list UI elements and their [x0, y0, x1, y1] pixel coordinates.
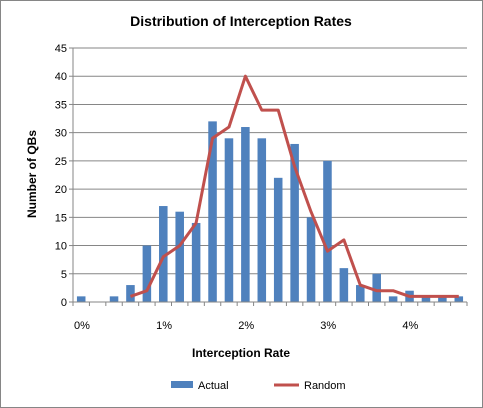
y-tick-label: 45	[55, 43, 67, 55]
bar-actual	[257, 138, 267, 302]
x-axis-title: Interception Rate	[192, 346, 290, 360]
bar-actual	[175, 211, 184, 302]
y-tick-labels: 0 5 10 15 20 25 30 35 40 45	[55, 43, 67, 309]
x-tick-label: 2%	[238, 320, 254, 332]
legend-swatch-actual	[171, 381, 193, 388]
legend-label-random: Random	[304, 380, 346, 392]
bar-actual	[290, 143, 299, 302]
bar-actual	[372, 273, 381, 302]
axes	[69, 47, 468, 306]
bar-actual	[306, 217, 316, 302]
bar-actual	[356, 285, 365, 302]
bar-actual	[339, 268, 349, 302]
legend: Actual Random	[171, 380, 346, 392]
random-line	[130, 74, 459, 298]
line-random	[130, 74, 459, 298]
bar-actual	[421, 296, 431, 302]
bar-actual	[438, 296, 447, 302]
bar-actual	[76, 296, 86, 302]
bar-actual	[388, 296, 398, 302]
actual-bars	[76, 121, 464, 303]
y-tick-label: 10	[55, 241, 67, 253]
x-tick-labels: 0%1%2%3%4%5%	[74, 320, 418, 332]
y-tick-label: 15	[55, 212, 67, 224]
y-tick-label: 30	[55, 128, 67, 140]
x-tick-label: 4%	[402, 320, 418, 332]
bar-actual	[323, 160, 332, 302]
y-tick-label: 5	[61, 269, 67, 281]
chart-title: Distribution of Interception Rates	[130, 13, 352, 29]
y-tick-label: 35	[55, 99, 67, 111]
bar-actual	[241, 127, 250, 303]
y-tick-label: 0	[61, 297, 67, 309]
legend-label-actual: Actual	[198, 380, 229, 392]
bar-actual	[224, 138, 234, 302]
bar-actual	[109, 296, 119, 302]
bar-actual	[159, 206, 168, 302]
x-tick-label: 1%	[156, 320, 172, 332]
x-tick-label: 0%	[74, 320, 90, 332]
bar-actual	[208, 121, 217, 302]
gridlines	[73, 47, 467, 275]
bar-actual	[142, 245, 152, 302]
bar-actual	[126, 285, 135, 302]
y-tick-label: 20	[55, 184, 67, 196]
bar-actual	[273, 177, 283, 302]
y-axis-title: Number of QBs	[25, 130, 39, 218]
y-tick-label: 40	[55, 71, 67, 83]
bar-actual	[454, 296, 464, 302]
x-tick-label: 3%	[320, 320, 336, 332]
y-tick-label: 25	[55, 156, 67, 168]
bar-actual	[191, 222, 201, 302]
